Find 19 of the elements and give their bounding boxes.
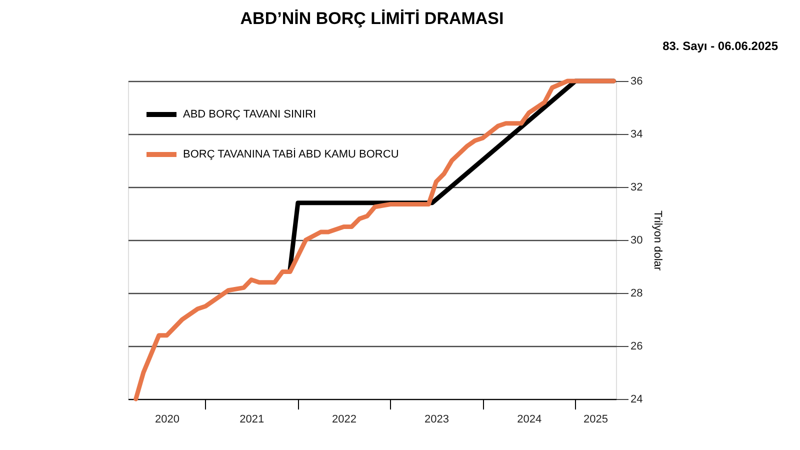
chart-title: ABD’NİN BORÇ LİMİTİ DRAMASI xyxy=(240,9,504,28)
y-tick-label: 30 xyxy=(630,234,643,246)
x-tick-label: 2024 xyxy=(517,414,542,426)
line-series xyxy=(134,78,616,402)
y-tick-label: 34 xyxy=(630,128,643,140)
legend-label: BORÇ TAVANINA TABİ ABD KAMU BORCU xyxy=(183,148,399,160)
x-tick-label: 2022 xyxy=(332,414,357,426)
y-tick-label: 26 xyxy=(630,340,643,352)
y-axis-title: Trilyon dolar xyxy=(652,210,664,271)
x-tick-label: 2021 xyxy=(240,414,264,426)
x-tick-label: 2020 xyxy=(155,414,180,426)
y-tick-label: 24 xyxy=(630,394,643,406)
y-tick-label: 32 xyxy=(630,182,643,194)
x-tick-label: 2023 xyxy=(424,414,449,426)
x-tick-label: 2025 xyxy=(583,414,608,426)
legend-label: ABD BORÇ TAVANI SINIRI xyxy=(183,108,316,120)
text: 83. Sayı - 06.06.2025 xyxy=(662,39,778,53)
y-tick-label: 36 xyxy=(630,76,643,88)
y-tick-label: 28 xyxy=(630,288,643,300)
